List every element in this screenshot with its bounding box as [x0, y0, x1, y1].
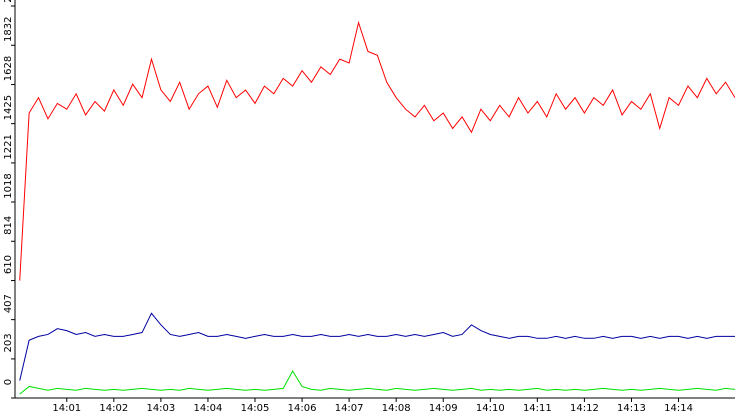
x-tick-label: 14:12: [570, 403, 599, 414]
y-tick-label: 1221: [3, 134, 14, 159]
series-line: [19, 20, 735, 281]
y-tick-label: 407: [3, 294, 14, 313]
x-tick-label: 14:02: [99, 403, 128, 414]
y-tick-label: 203: [3, 333, 14, 352]
x-tick-label: 14:04: [194, 403, 223, 414]
x-tick-label: 14:13: [617, 403, 646, 414]
x-tick-label: 14:06: [288, 403, 317, 414]
y-tick-label: 1628: [3, 56, 14, 81]
y-tick-label: 1425: [3, 95, 14, 120]
x-tick-label: 14:10: [476, 403, 505, 414]
y-tick-label: 2036: [3, 0, 14, 3]
x-tick-label: 14:14: [664, 403, 693, 414]
x-tick-label: 14:01: [52, 403, 81, 414]
series-line: [19, 370, 735, 395]
x-tick-label: 14:11: [523, 403, 552, 414]
x-tick-label: 14:05: [241, 403, 270, 414]
x-tick-label: 14:03: [146, 403, 175, 414]
y-tick-label: 610: [3, 255, 14, 274]
series-line: [19, 312, 735, 381]
x-tick-label: 14:08: [382, 403, 411, 414]
y-tick-label: 0: [3, 379, 14, 385]
x-tick-label: 14:07: [335, 403, 364, 414]
y-tick-label: 1832: [3, 17, 14, 42]
x-tick-label: 14:09: [429, 403, 458, 414]
y-tick-label: 1018: [3, 173, 14, 198]
y-tick-label: 814: [3, 216, 14, 235]
